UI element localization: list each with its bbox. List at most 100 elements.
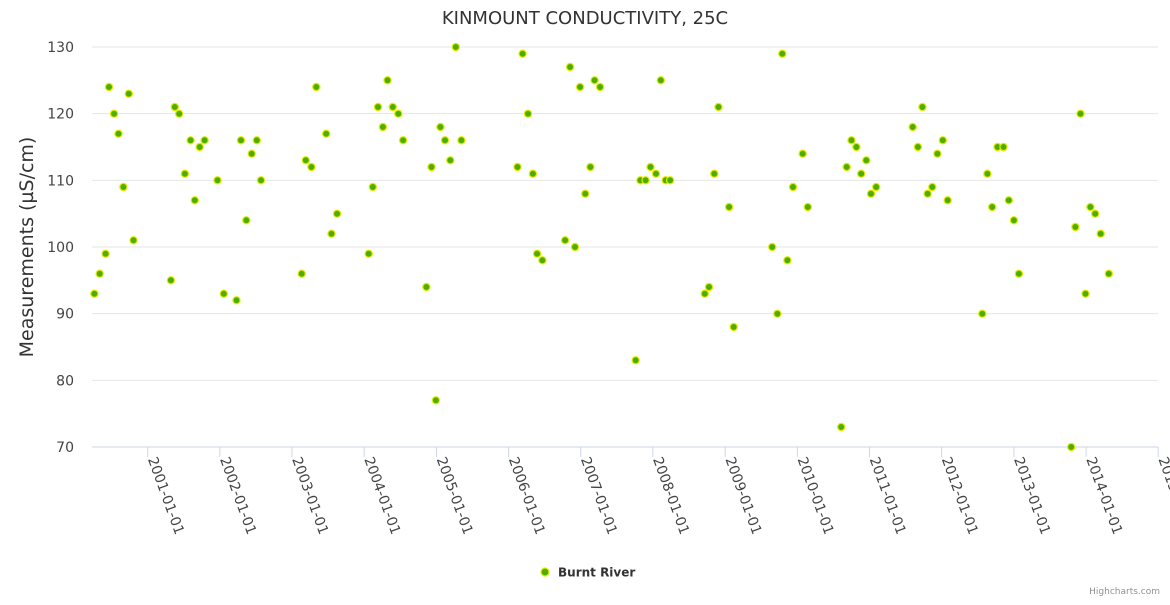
data-point[interactable]: [232, 296, 241, 305]
data-point[interactable]: [436, 122, 445, 132]
data-point[interactable]: [518, 49, 527, 58]
data-point[interactable]: [104, 82, 114, 92]
data-point[interactable]: [768, 242, 777, 252]
data-point[interactable]: [1086, 202, 1095, 212]
data-point[interactable]: [933, 149, 942, 158]
data-point[interactable]: [124, 89, 134, 98]
data-point[interactable]: [383, 76, 392, 85]
data-point[interactable]: [236, 136, 246, 145]
data-point[interactable]: [999, 142, 1008, 152]
data-point[interactable]: [440, 136, 450, 145]
data-point[interactable]: [704, 282, 714, 292]
data-point[interactable]: [180, 169, 190, 178]
data-point[interactable]: [242, 216, 251, 225]
data-point[interactable]: [852, 142, 861, 152]
data-point[interactable]: [1014, 269, 1024, 278]
data-point[interactable]: [195, 142, 204, 152]
data-point[interactable]: [312, 82, 321, 92]
data-point[interactable]: [252, 136, 261, 145]
data-point[interactable]: [398, 136, 408, 145]
data-point[interactable]: [457, 136, 466, 145]
legend[interactable]: Burnt River: [540, 566, 635, 580]
data-point[interactable]: [710, 169, 719, 178]
data-point[interactable]: [532, 249, 542, 258]
data-point[interactable]: [700, 289, 710, 298]
data-point[interactable]: [581, 189, 590, 198]
data-point[interactable]: [847, 136, 856, 145]
legend-item-burnt-river[interactable]: Burnt River: [558, 566, 635, 580]
credits-link[interactable]: Highcharts.com: [1089, 587, 1160, 597]
data-point[interactable]: [422, 282, 431, 292]
data-point[interactable]: [190, 196, 199, 205]
data-point[interactable]: [714, 102, 723, 112]
data-point[interactable]: [297, 269, 306, 278]
data-point[interactable]: [1104, 269, 1114, 278]
data-point[interactable]: [364, 249, 373, 258]
data-point[interactable]: [656, 76, 666, 85]
data-point[interactable]: [803, 202, 813, 212]
data-point[interactable]: [213, 176, 222, 185]
data-point[interactable]: [862, 156, 871, 165]
data-point[interactable]: [256, 176, 266, 185]
data-point[interactable]: [595, 82, 605, 92]
data-point[interactable]: [857, 169, 866, 178]
data-point[interactable]: [842, 162, 851, 172]
data-point[interactable]: [166, 276, 176, 285]
data-point[interactable]: [368, 182, 377, 192]
data-point[interactable]: [938, 136, 948, 145]
data-point[interactable]: [114, 129, 123, 138]
data-point[interactable]: [631, 356, 640, 365]
data-point[interactable]: [307, 162, 316, 172]
data-point[interactable]: [219, 289, 228, 298]
data-point[interactable]: [109, 109, 119, 118]
data-point[interactable]: [1096, 229, 1105, 238]
data-point[interactable]: [923, 189, 932, 198]
data-point[interactable]: [247, 149, 256, 158]
data-point[interactable]: [1071, 222, 1080, 232]
data-point[interactable]: [174, 109, 184, 118]
data-point[interactable]: [322, 129, 331, 138]
data-point[interactable]: [170, 102, 179, 112]
data-point[interactable]: [788, 182, 798, 192]
data-point[interactable]: [200, 136, 209, 145]
data-point[interactable]: [798, 149, 807, 158]
data-point[interactable]: [1004, 196, 1014, 205]
data-point[interactable]: [388, 102, 397, 112]
data-point[interactable]: [394, 109, 403, 118]
data-point[interactable]: [872, 182, 881, 192]
data-point[interactable]: [1081, 289, 1090, 298]
data-point[interactable]: [913, 142, 923, 152]
data-point[interactable]: [928, 182, 937, 192]
data-point[interactable]: [943, 196, 952, 205]
data-point[interactable]: [95, 269, 104, 278]
data-point[interactable]: [778, 49, 787, 58]
data-point[interactable]: [665, 176, 675, 185]
data-point[interactable]: [1009, 216, 1019, 225]
data-point[interactable]: [866, 189, 876, 198]
data-point[interactable]: [560, 236, 570, 245]
data-point[interactable]: [978, 309, 987, 318]
data-point[interactable]: [908, 122, 917, 132]
data-point[interactable]: [301, 156, 310, 165]
data-point[interactable]: [528, 169, 538, 178]
data-point[interactable]: [988, 202, 997, 212]
data-point[interactable]: [446, 156, 455, 165]
data-point[interactable]: [119, 182, 128, 192]
data-point[interactable]: [983, 169, 992, 178]
data-point[interactable]: [646, 162, 655, 172]
data-point[interactable]: [332, 209, 342, 218]
data-point[interactable]: [327, 229, 336, 238]
data-point[interactable]: [427, 162, 436, 172]
data-point[interactable]: [101, 249, 110, 258]
data-point[interactable]: [538, 256, 547, 265]
data-point[interactable]: [918, 102, 927, 112]
plot-area[interactable]: [90, 42, 1114, 452]
data-point[interactable]: [378, 122, 388, 132]
data-point[interactable]: [590, 76, 599, 85]
data-point[interactable]: [641, 176, 650, 185]
data-point[interactable]: [586, 162, 595, 172]
data-point[interactable]: [729, 322, 738, 332]
data-point[interactable]: [186, 136, 195, 145]
data-point[interactable]: [651, 169, 661, 178]
data-point[interactable]: [1066, 442, 1076, 452]
